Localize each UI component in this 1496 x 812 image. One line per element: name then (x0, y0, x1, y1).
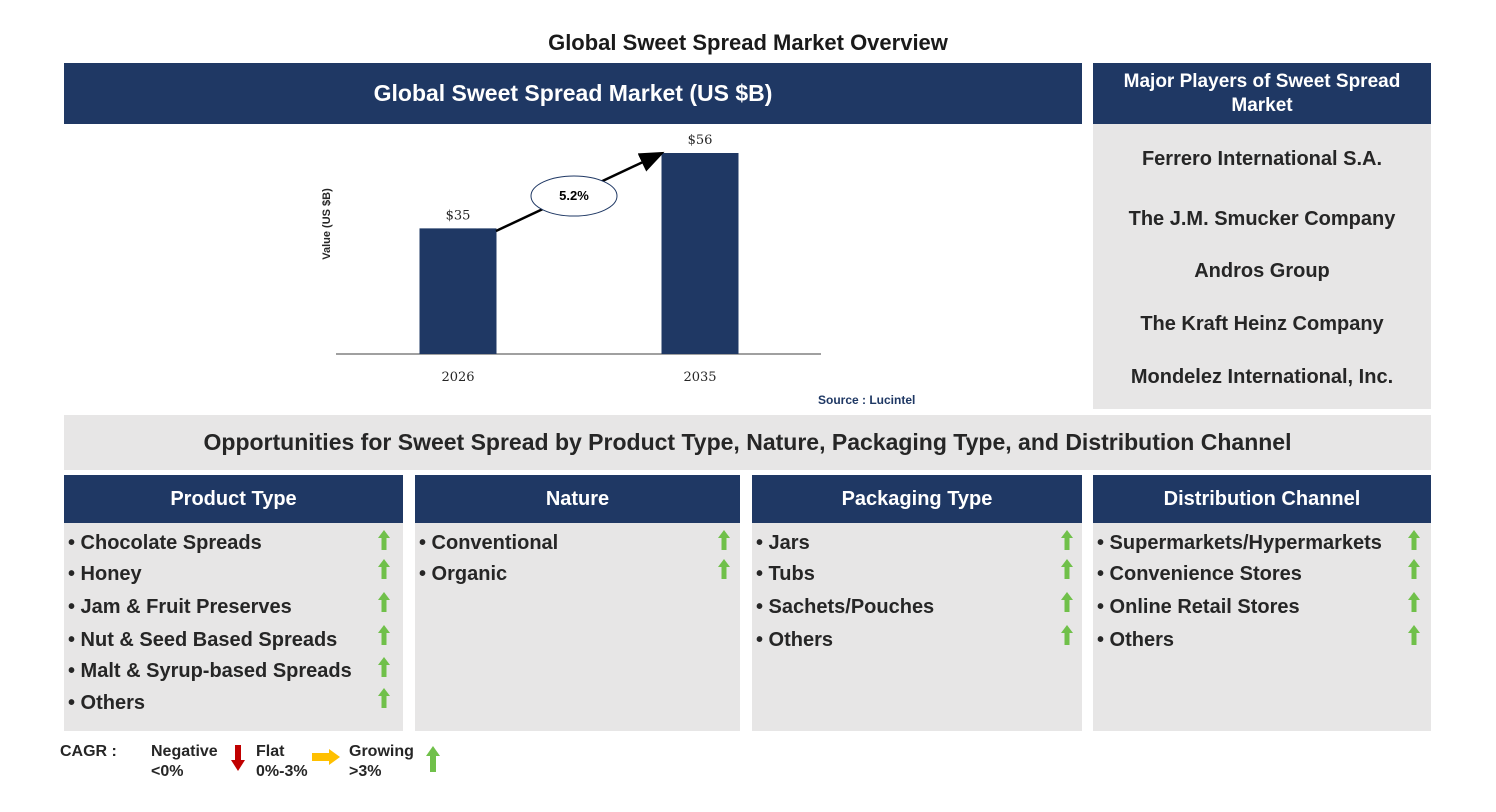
segment-body-product-type: • Chocolate Spreads • Honey • Jam & Frui… (64, 523, 403, 731)
growing-arrow-icon (378, 688, 390, 708)
segment-header-distribution-channel: Distribution Channel (1093, 475, 1431, 523)
segment-item: • Sachets/Pouches (756, 596, 935, 618)
growing-arrow-icon (1061, 625, 1073, 645)
player-item: Ferrero International S.A. (1141, 148, 1383, 170)
segment-body-nature: • Conventional • Organic (415, 523, 740, 731)
growing-arrow-icon (1408, 559, 1420, 579)
legend-growing: Growing >3% (349, 742, 414, 782)
player-item: Mondelez International, Inc. (1130, 366, 1394, 388)
growing-arrow-icon (718, 530, 730, 550)
segment-item: • Organic (419, 563, 508, 585)
segment-item: • Others (1097, 629, 1175, 651)
growing-arrow-icon (1061, 592, 1073, 612)
x-tick-label: 2035 (683, 370, 716, 385)
growing-arrow-icon (1408, 625, 1420, 645)
bar-value-label: $35 (446, 208, 471, 223)
x-tick-label: 2026 (441, 370, 474, 385)
legend-growing-range: >3% (349, 763, 382, 780)
segment-header-nature: Nature (415, 475, 740, 523)
page-title: Global Sweet Spread Market Overview (548, 30, 948, 55)
flat-arrow-icon (312, 749, 340, 765)
growing-arrow-icon (1061, 559, 1073, 579)
cagr-annotation: 5.2% (495, 151, 665, 233)
segment-item: • Tubs (756, 563, 815, 585)
legend-growing-label: Growing (349, 743, 414, 760)
segment-body-distribution-channel: • Supermarkets/Hypermarkets • Convenienc… (1093, 523, 1431, 731)
growing-arrow-icon (378, 625, 390, 645)
negative-arrow-icon (231, 745, 245, 771)
player-item: Andros Group (1194, 260, 1330, 282)
bar-2035 (661, 153, 739, 354)
legend-cagr-label: CAGR : (60, 743, 117, 760)
segment-item: • Nut & Seed Based Spreads (68, 629, 338, 651)
segment-item: • Malt & Syrup-based Spreads (68, 660, 352, 682)
segment-item: • Conventional (419, 532, 559, 554)
market-bar-chart: Value (US $B) $35 2026 $56 2035 5.2% (321, 133, 821, 385)
opportunities-title: Opportunities for Sweet Spread by Produc… (64, 415, 1431, 470)
growing-arrow-icon (378, 559, 390, 579)
growing-arrow-icon (378, 657, 390, 677)
players-panel: Ferrero International S.A. The J.M. Smuc… (1093, 124, 1431, 409)
growing-arrow-icon (1408, 592, 1420, 612)
bar-2026 (419, 228, 497, 354)
segment-item: • Supermarkets/Hypermarkets (1097, 532, 1382, 554)
legend-negative-range: <0% (151, 763, 184, 780)
segment-body-packaging-type: • Jars • Tubs • Sachets/Pouches • Others (752, 523, 1082, 731)
growing-arrow-icon (1061, 530, 1073, 550)
y-axis-label: Value (US $B) (321, 188, 333, 260)
segment-item: • Honey (68, 563, 142, 585)
growing-arrow-icon (718, 559, 730, 579)
growing-arrow-icon (378, 592, 390, 612)
bar-value-label: $56 (688, 133, 713, 148)
cagr-label: 5.2% (559, 188, 589, 203)
segment-item: • Online Retail Stores (1097, 596, 1300, 618)
legend-negative: Negative <0% (151, 742, 218, 782)
segment-header-packaging-type: Packaging Type (752, 475, 1082, 523)
growing-arrow-icon (378, 530, 390, 550)
chart-header: Global Sweet Spread Market (US $B) (64, 63, 1082, 124)
growing-arrow-icon (1408, 530, 1420, 550)
segment-item: • Convenience Stores (1097, 563, 1302, 585)
cagr-ellipse (530, 175, 618, 217)
growing-arrow-icon (426, 746, 440, 772)
segment-header-product-type: Product Type (64, 475, 403, 523)
player-item: The J.M. Smucker Company (1128, 208, 1396, 230)
players-header: Major Players of Sweet Spread Market (1093, 63, 1431, 124)
player-item: The Kraft Heinz Company (1140, 313, 1384, 335)
legend-flat-label: Flat (256, 743, 285, 760)
legend-negative-label: Negative (151, 743, 218, 760)
segment-item: • Chocolate Spreads (68, 532, 262, 554)
legend-flat-range: 0%-3% (256, 763, 308, 780)
legend-flat: Flat 0%-3% (256, 742, 308, 782)
segment-item: • Others (68, 692, 146, 714)
source-note: Source : Lucintel (818, 393, 916, 407)
segment-item: • Others (756, 629, 834, 651)
segment-item: • Jars (756, 532, 810, 554)
segment-item: • Jam & Fruit Preserves (68, 596, 292, 618)
